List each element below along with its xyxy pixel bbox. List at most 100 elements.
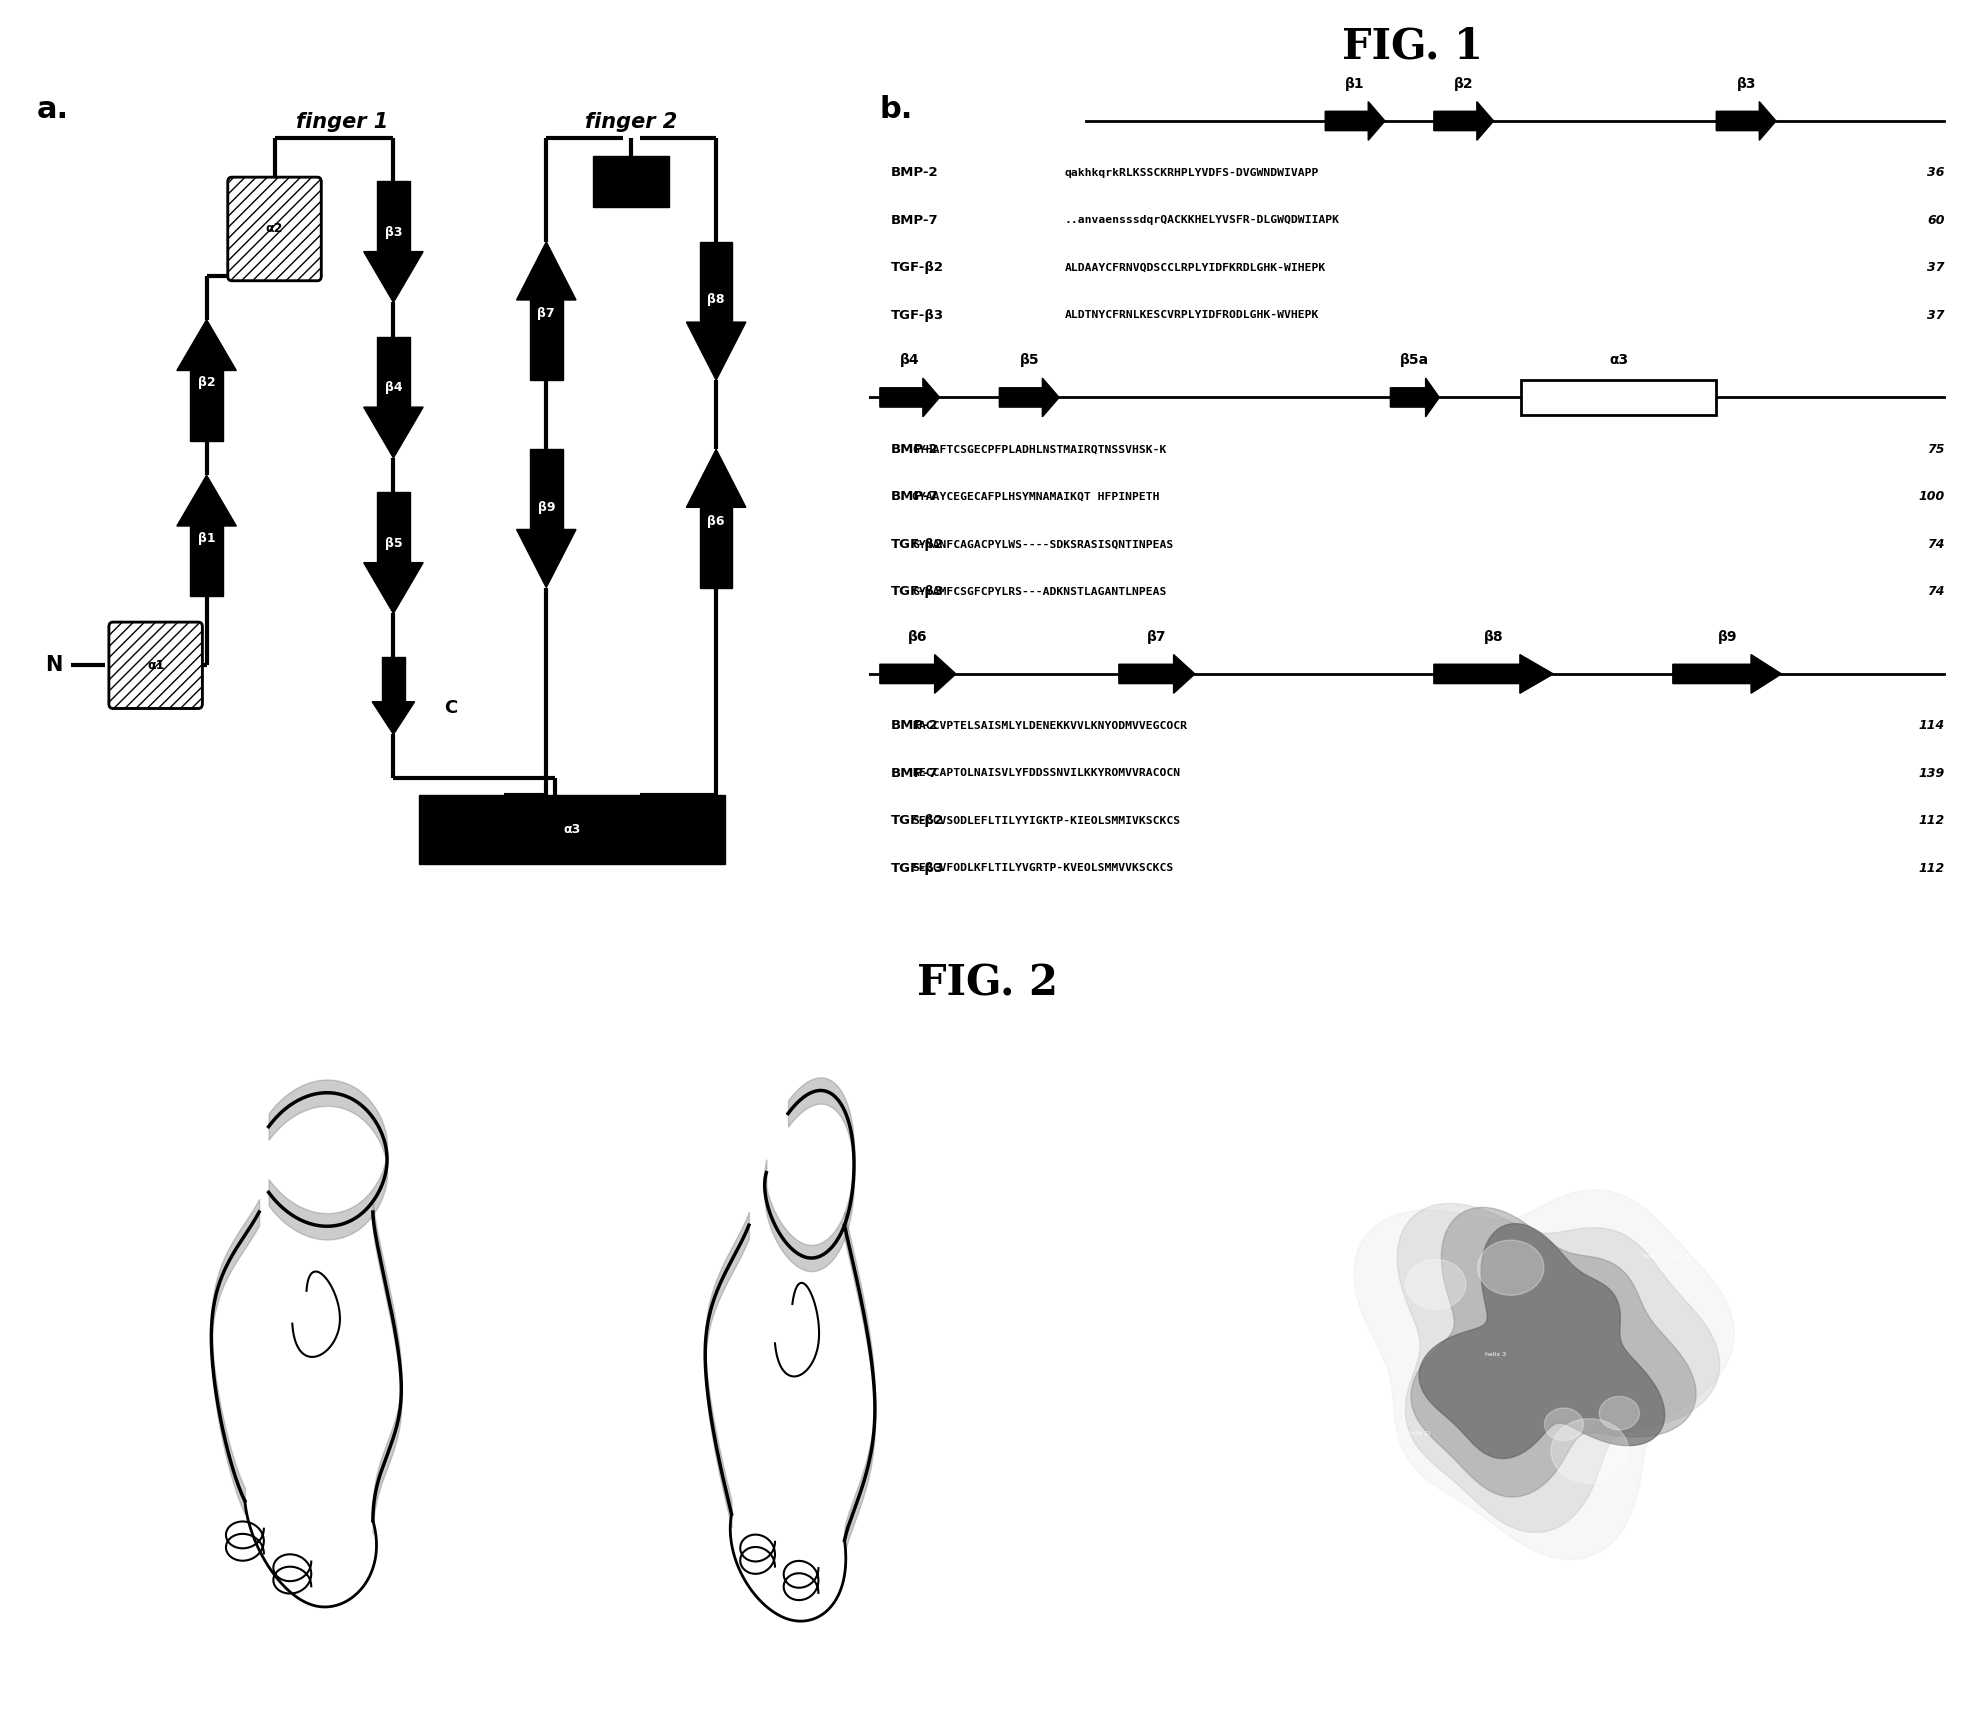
Bar	[377, 181, 409, 252]
Text: BMP-2: BMP-2	[891, 166, 938, 180]
Text: α1: α1	[146, 658, 164, 672]
Text: b.: b.	[881, 95, 912, 124]
Circle shape	[1600, 1396, 1639, 1429]
Text: 75: 75	[1928, 442, 1943, 456]
Text: TGF-β2: TGF-β2	[891, 537, 944, 551]
Polygon shape	[363, 563, 423, 613]
Polygon shape	[517, 242, 577, 301]
Text: KACCVPTELSAISMLYLDENEKKVVLKNYODMVVEGCOCR: KACCVPTELSAISMLYLDENEKKVVLKNYODMVVEGCOCR	[912, 721, 1187, 731]
Text: 13: 13	[1823, 1075, 1833, 1080]
Text: 60: 60	[1928, 214, 1943, 226]
Text: β7: β7	[537, 308, 555, 320]
Text: TGF-β3: TGF-β3	[891, 309, 944, 321]
Text: finger 2: finger 2	[585, 112, 677, 133]
Text: β8: β8	[1483, 629, 1503, 645]
Polygon shape	[1390, 378, 1440, 416]
Text: 112: 112	[1918, 862, 1943, 874]
Text: BMP-2: BMP-2	[891, 442, 938, 456]
Text: 74: 74	[1928, 537, 1943, 551]
Text: BMP-2: BMP-2	[891, 719, 938, 733]
Circle shape	[1544, 1408, 1584, 1441]
FancyBboxPatch shape	[227, 178, 322, 282]
Text: a.: a.	[38, 95, 69, 124]
Bar	[1521, 380, 1716, 415]
Text: β5: β5	[385, 537, 403, 550]
Polygon shape	[517, 529, 577, 588]
Circle shape	[1550, 1419, 1629, 1483]
Text: α2: α2	[267, 223, 282, 235]
Text: ..anvaensssdqrQACKKHELYVSFR-DLGWQDWIIAPK: ..anvaensssdqrQACKKHELYVSFR-DLGWQDWIIAPK	[1065, 216, 1339, 225]
Bar	[592, 156, 670, 207]
Polygon shape	[1410, 1208, 1697, 1496]
Text: β1: β1	[1345, 76, 1365, 92]
Text: 37: 37	[1928, 261, 1943, 275]
Text: β2: β2	[198, 377, 215, 389]
Text: GYAAYCEGECAFPLHSYMNAMAIKQT HFPINPETH: GYAAYCEGECAFPLHSYMNAMAIKQT HFPINPETH	[912, 492, 1159, 501]
Polygon shape	[1325, 102, 1384, 140]
Bar	[190, 525, 223, 596]
FancyBboxPatch shape	[109, 622, 201, 708]
Text: 112: 112	[1918, 814, 1943, 828]
Text: ALDAAYCFRNVQDSCCLRPLYIDFKRDLGHK-WIHEPK: ALDAAYCFRNVQDSCCLRPLYIDFKRDLGHK-WIHEPK	[1065, 263, 1325, 273]
Text: TGF-β3: TGF-β3	[891, 586, 944, 598]
Text: BMP-7: BMP-7	[891, 214, 938, 226]
Text: TGF-β3: TGF-β3	[891, 862, 944, 874]
Text: 36: 36	[1928, 166, 1943, 180]
Text: β8: β8	[707, 294, 725, 306]
Text: ALDTNYCFRNLKESCVRPLYIDFRODLGHK-WVHEPK: ALDTNYCFRNLKESCVRPLYIDFRODLGHK-WVHEPK	[1065, 311, 1319, 320]
Polygon shape	[1120, 655, 1195, 693]
Text: FIG. 2: FIG. 2	[916, 962, 1059, 1004]
Text: 114: 114	[1918, 719, 1943, 733]
Bar	[699, 242, 733, 321]
Text: β5a: β5a	[1400, 353, 1430, 368]
Text: SECCVSODLEFLTILYYIGKTP-KIEOLSMMIVKSCKCS: SECCVSODLEFLTILYYIGKTP-KIEOLSMMIVKSCKCS	[912, 816, 1181, 826]
Text: GYHAFTCSGECPFPLADHLNSTMAIRQTNSSVHSK-K: GYHAFTCSGECPFPLADHLNSTMAIRQTNSSVHSK-K	[912, 444, 1167, 454]
Text: GYNANFCAGACPYLWS----SDKSRASISQNTINPEAS: GYNANFCAGACPYLWS----SDKSRASISQNTINPEAS	[912, 539, 1173, 550]
Polygon shape	[363, 408, 423, 458]
Polygon shape	[1396, 1203, 1720, 1533]
Text: C: C	[444, 700, 458, 717]
Text: α3: α3	[563, 823, 581, 836]
Text: β6: β6	[908, 629, 928, 645]
Bar	[377, 492, 409, 563]
Text: β9: β9	[537, 501, 555, 513]
Text: β5: β5	[1019, 353, 1039, 368]
Text: SECCVFODLKFLTILYVGRTP-KVEOLSMMVVKSCKCS: SECCVFODLKFLTILYVGRTP-KVEOLSMMVVKSCKCS	[912, 864, 1173, 873]
Text: qakhkqrkRLKSSCKRHPLYVDFS-DVGWNDWIVAPP: qakhkqrkRLKSSCKRHPLYVDFS-DVGWNDWIVAPP	[1065, 168, 1319, 178]
Bar	[377, 337, 409, 408]
Circle shape	[1477, 1241, 1544, 1296]
Polygon shape	[881, 655, 956, 693]
Text: β4: β4	[901, 353, 920, 368]
Text: β4: β4	[385, 382, 403, 394]
Text: 37: 37	[1928, 309, 1943, 321]
Text: α3: α3	[1610, 353, 1627, 368]
Polygon shape	[999, 378, 1059, 416]
Text: BMP-7: BMP-7	[891, 767, 938, 779]
Polygon shape	[178, 475, 237, 525]
Bar	[381, 657, 405, 702]
Circle shape	[1406, 1260, 1465, 1310]
Polygon shape	[1673, 655, 1781, 693]
Text: 74: 74	[1928, 586, 1943, 598]
Polygon shape	[1434, 655, 1554, 693]
Text: finger 2 (site 2): finger 2 (site 2)	[1382, 1431, 1432, 1436]
Polygon shape	[1355, 1191, 1734, 1560]
Text: APPTIC 1.0    1 BCSI 1 1 BMP 0 1 B.  GL: APPTIC 1.0 1 BCSI 1 1 BMP 0 1 B. GL	[1146, 1075, 1282, 1080]
Bar	[699, 508, 733, 588]
Polygon shape	[363, 252, 423, 302]
Text: GYYAMFCSGFCPYLRS---ADKNSTLAGANTLNPEAS: GYYAMFCSGFCPYLRS---ADKNSTLAGANTLNPEAS	[912, 588, 1167, 596]
Polygon shape	[1434, 102, 1493, 140]
Polygon shape	[687, 321, 747, 380]
Text: β2: β2	[1454, 76, 1473, 92]
Text: FIG. 1: FIG. 1	[1341, 26, 1483, 67]
Text: helix 3: helix 3	[1485, 1353, 1507, 1358]
Text: 139: 139	[1918, 767, 1943, 779]
Text: TGF-β2: TGF-β2	[891, 261, 944, 275]
Bar	[419, 795, 725, 864]
Text: KECCAPTOLNAISVLYFDDSSNVILKKYROMVVRACOCN: KECCAPTOLNAISVLYFDDSSNVILKKYROMVVRACOCN	[912, 769, 1181, 778]
Bar	[529, 301, 563, 380]
Text: finger 1 (site 1): finger 1 (site 1)	[1643, 1255, 1691, 1260]
Text: finger 1: finger 1	[296, 112, 389, 133]
Polygon shape	[1716, 102, 1776, 140]
Text: β9: β9	[1718, 629, 1736, 645]
